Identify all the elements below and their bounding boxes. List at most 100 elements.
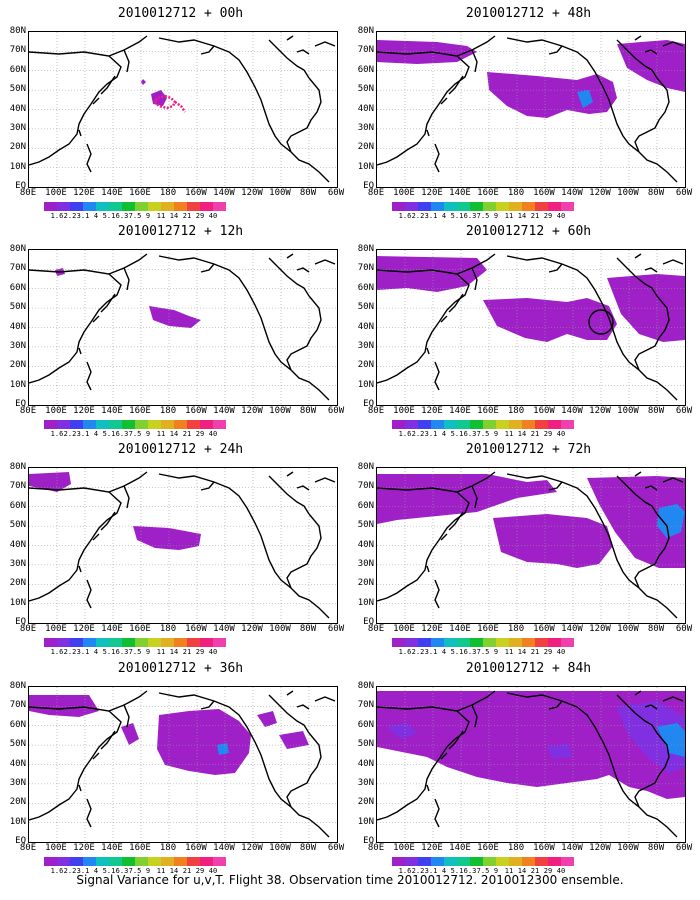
longitude-label: 140E	[449, 624, 471, 634]
colorbar	[392, 638, 574, 647]
longitude-label: 180	[159, 624, 177, 634]
latitude-label: 70N	[9, 45, 26, 56]
colorbar-label: 29	[543, 212, 553, 220]
latitude-label: EQ	[15, 399, 26, 409]
latitude-label: EQ	[363, 181, 374, 191]
map-panel: 2010012712 + 00h 80N 70N 60N 50N 40N 30N 20N 10N…	[8, 6, 353, 221]
colorbar-swatch	[418, 202, 431, 211]
colorbar-label: 5.1	[450, 648, 464, 656]
latitude-label: 30N	[9, 558, 26, 569]
colorbar-swatch	[431, 420, 444, 429]
latitude-label: 80N	[357, 26, 374, 36]
panel-title: 2010012712 + 60h	[465, 224, 592, 239]
latitude-label: 20N	[357, 360, 374, 371]
variance-region	[377, 474, 557, 524]
colorbar-swatch	[509, 638, 522, 647]
panel-title: 2010012712 + 24h	[117, 442, 244, 457]
colorbar-swatch	[431, 202, 444, 211]
latitude-label: 70N	[357, 263, 374, 274]
latitude-label: 10N	[9, 597, 26, 608]
colorbar-label: 29	[543, 430, 553, 438]
latitude-label: 70N	[9, 263, 26, 274]
colorbar-label: 21	[530, 430, 540, 438]
latitude-label: EQ	[363, 836, 374, 846]
colorbar-swatch	[444, 420, 457, 429]
colorbar-label: 5.1	[102, 430, 116, 438]
colorbar-swatch	[444, 638, 457, 647]
colorbar-swatch	[200, 857, 213, 866]
longitude-label: 180	[159, 188, 177, 198]
longitude-label: 120W	[589, 624, 611, 634]
colorbar-label: 2.2	[411, 430, 425, 438]
colorbar-swatch	[109, 420, 122, 429]
longitude-label: 160W	[533, 406, 555, 416]
longitude-label: 180	[507, 406, 525, 416]
colorbar-label: 40	[208, 430, 218, 438]
colorbar-label: 1.6	[398, 867, 412, 875]
longitude-label: 140W	[561, 624, 583, 634]
latitude-label: 70N	[357, 45, 374, 56]
colorbar-swatch	[44, 420, 57, 429]
colorbar-label: 29	[195, 867, 205, 875]
colorbar-label: 9	[145, 212, 151, 220]
colorbar-swatch	[44, 857, 57, 866]
latitude-label: 20N	[357, 142, 374, 153]
colorbar-swatch	[431, 638, 444, 647]
colorbar-swatch	[561, 420, 574, 429]
colorbar-swatch	[83, 638, 96, 647]
colorbar-label: 9	[493, 648, 499, 656]
latitude-label: 20N	[9, 142, 26, 153]
colorbar-swatch	[392, 638, 405, 647]
colorbar-label: 4	[441, 648, 447, 656]
colorbar-label: 21	[182, 212, 192, 220]
latitude-label: 40N	[9, 103, 26, 114]
colorbar-swatch	[44, 638, 57, 647]
variance-region	[29, 695, 99, 717]
latitude-label: 60N	[357, 64, 374, 75]
variance-region	[657, 504, 685, 538]
longitude-label: 100E	[45, 188, 67, 198]
longitude-label: 180	[507, 188, 525, 198]
colorbar-label: 1.6	[50, 648, 64, 656]
latitude-label: EQ	[363, 617, 374, 627]
colorbar-swatch	[96, 638, 109, 647]
highlight-circle	[588, 309, 614, 335]
colorbar-label: 40	[556, 430, 566, 438]
variance-region	[149, 306, 201, 328]
longitude-label: 140W	[213, 624, 235, 634]
longitude-label: 60W	[675, 406, 693, 416]
colorbar-swatch	[405, 420, 418, 429]
panel-title: 2010012712 + 72h	[465, 442, 592, 457]
colorbar-label: 6.3	[115, 648, 129, 656]
colorbar	[44, 420, 226, 429]
colorbar-label: 2.2	[411, 212, 425, 220]
longitude-label: 80E	[367, 624, 385, 634]
longitude-label: 160E	[129, 406, 151, 416]
colorbar-swatch	[109, 202, 122, 211]
latitude-label: 60N	[9, 500, 26, 511]
colorbar-label: 7.5	[476, 648, 490, 656]
colorbar-swatch	[509, 202, 522, 211]
colorbar-swatch	[70, 420, 83, 429]
colorbar-swatch	[509, 857, 522, 866]
colorbar-label: 9	[145, 867, 151, 875]
longitude-label: 140W	[561, 188, 583, 198]
map-svg	[377, 250, 685, 405]
colorbar-swatch	[431, 857, 444, 866]
colorbar-swatch	[444, 857, 457, 866]
colorbar-label: 21	[182, 867, 192, 875]
longitude-label: 100E	[393, 406, 415, 416]
longitude-label: 120E	[73, 188, 95, 198]
longitude-label: 140E	[101, 406, 123, 416]
colorbar-label: 3.1	[76, 648, 90, 656]
colorbar-swatch	[483, 420, 496, 429]
longitude-label: 100E	[45, 406, 67, 416]
longitude-label: 120E	[421, 843, 443, 853]
colorbar-swatch	[444, 202, 457, 211]
colorbar-swatch	[522, 857, 535, 866]
longitude-label: 160W	[185, 624, 207, 634]
colorbar-swatch	[83, 857, 96, 866]
colorbar-label: 14	[517, 212, 527, 220]
colorbar-swatch	[122, 420, 135, 429]
longitude-label: 120W	[241, 843, 263, 853]
